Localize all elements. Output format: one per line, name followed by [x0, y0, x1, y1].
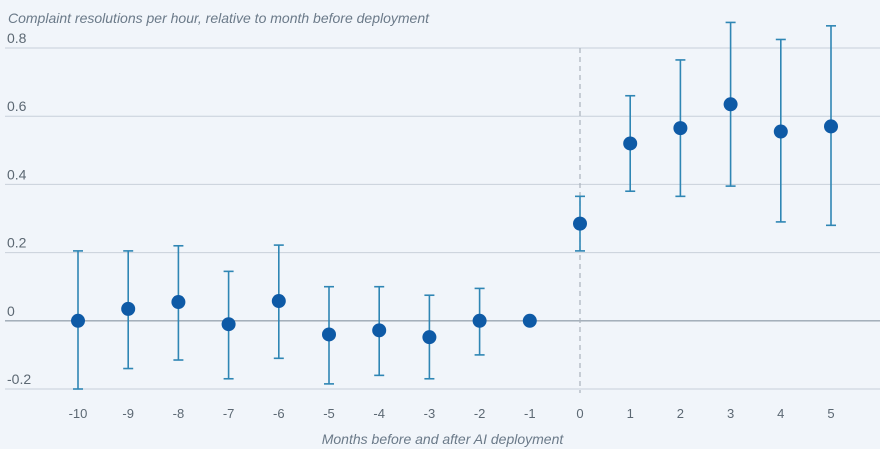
data-point: [623, 136, 638, 151]
x-tick-label: -7: [223, 406, 235, 421]
x-tick-label: -5: [323, 406, 335, 421]
data-point: [773, 124, 788, 139]
data-point: [171, 295, 186, 310]
x-axis-label: Months before and after AI deployment: [321, 431, 564, 447]
x-tick-label: -10: [69, 406, 88, 421]
x-tick-label: -1: [524, 406, 536, 421]
x-tick-label: 0: [576, 406, 583, 421]
data-point: [723, 97, 738, 112]
data-point: [472, 313, 487, 328]
data-point: [71, 313, 85, 328]
data-point: [573, 216, 587, 231]
data-point: [271, 294, 286, 309]
x-tick-label: 1: [627, 406, 634, 421]
x-tick-label: -3: [424, 406, 436, 421]
x-tick-label: 5: [827, 406, 834, 421]
data-point: [522, 313, 537, 328]
data-point: [824, 119, 838, 134]
x-tick-label: -8: [173, 406, 185, 421]
x-tick-label: -4: [373, 406, 385, 421]
data-point: [372, 323, 387, 338]
x-tick-label: -9: [122, 406, 134, 421]
y-tick-label: 0.6: [7, 98, 27, 114]
y-tick-label: 0: [7, 303, 15, 319]
data-point: [221, 317, 236, 332]
x-tick-label: 2: [677, 406, 684, 421]
x-tick-label: 4: [777, 406, 784, 421]
data-point: [322, 327, 336, 342]
chart-title: Complaint resolutions per hour, relative…: [8, 10, 430, 26]
x-tick-label: 3: [727, 406, 734, 421]
data-point: [422, 330, 437, 345]
y-tick-label: 0.8: [7, 30, 27, 46]
x-tick-label: -2: [474, 406, 486, 421]
x-tick-label: -6: [273, 406, 285, 421]
y-tick-label: 0.2: [7, 235, 27, 251]
y-tick-label: -0.2: [7, 371, 31, 387]
data-point: [121, 301, 136, 316]
data-point: [673, 121, 688, 136]
y-tick-label: 0.4: [7, 166, 27, 182]
